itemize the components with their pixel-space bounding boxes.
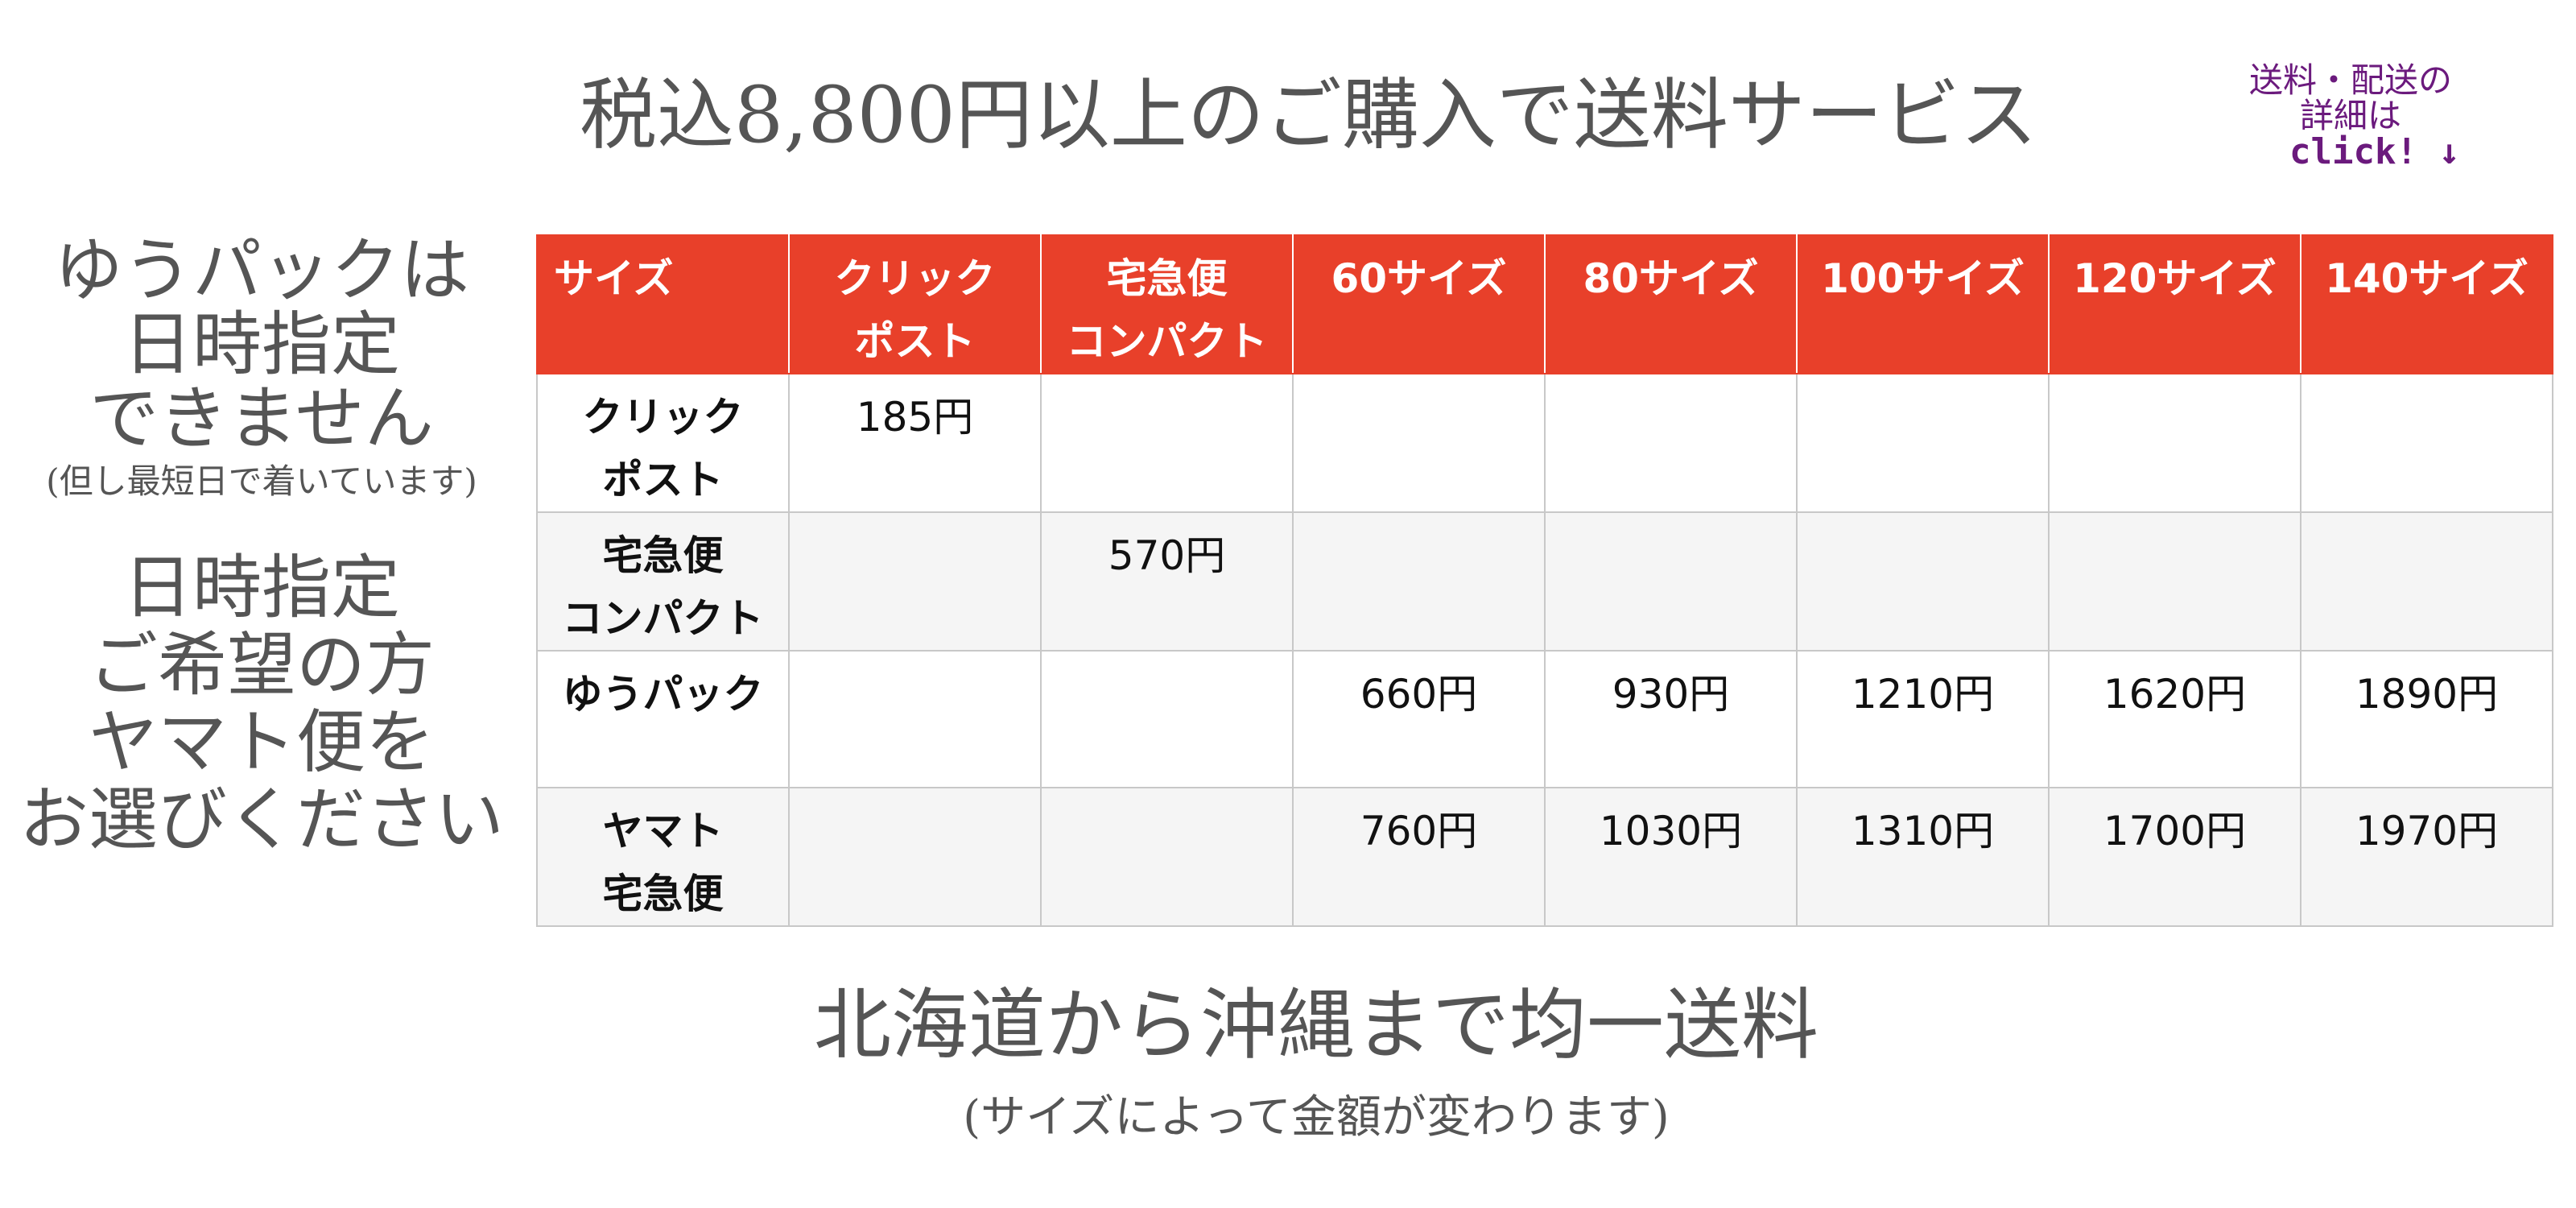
table-cell: 1970円	[2300, 787, 2553, 927]
table-row: クリック ポスト 185円	[536, 373, 2553, 513]
detail-link-click[interactable]: click! ↓	[2289, 131, 2460, 173]
yupack-notice-sub: (但し最短日で着いています)	[46, 461, 477, 501]
footer-uniform-shipping: 北海道から沖縄まで均一送料	[814, 980, 1818, 1070]
table-cell	[1292, 511, 1546, 652]
table-row: 宅急便 コンパクト 570円	[536, 511, 2553, 652]
row-header: ゆうパック	[536, 650, 790, 788]
column-header: サイズ	[536, 234, 790, 374]
table-cell	[1796, 511, 2050, 652]
footer-size-note: (サイズによって金額が変わります)	[963, 1091, 1670, 1144]
table-cell	[2048, 511, 2301, 652]
table-cell: 570円	[1040, 511, 1294, 652]
yupack-notice-line: 日時指定	[123, 304, 400, 385]
table-row: ヤマト 宅急便 760円 1030円 1310円 1700円 1970円	[536, 787, 2553, 927]
table-cell: 1620円	[2048, 650, 2301, 788]
row-header: クリック ポスト	[536, 373, 790, 513]
table-cell	[1796, 373, 2050, 513]
table-cell	[1040, 787, 1294, 927]
yupack-notice-line: ゆうパックは	[54, 230, 469, 311]
table-cell: 1030円	[1544, 787, 1798, 927]
table-cell: 1890円	[2300, 650, 2553, 788]
shipping-fee-table: サイズ クリック ポスト 宅急便 コンパクト 60サイズ 80サイズ 100サイ…	[536, 234, 2553, 927]
column-header: 100サイズ	[1796, 234, 2050, 374]
yupack-notice: ゆうパックは 日時指定 できません (但し最短日で着いています)	[0, 234, 523, 507]
column-header: 宅急便 コンパクト	[1040, 234, 1294, 374]
table-cell	[1544, 511, 1798, 652]
column-header: 120サイズ	[2048, 234, 2301, 374]
table-cell: 1310円	[1796, 787, 2050, 927]
yupack-notice-line: できません	[89, 379, 434, 459]
table-cell	[2048, 373, 2301, 513]
table-cell	[1040, 650, 1294, 788]
table-cell	[788, 650, 1042, 788]
table-cell: 930円	[1544, 650, 1798, 788]
column-header: 80サイズ	[1544, 234, 1798, 374]
table-cell: 1210円	[1796, 650, 2050, 788]
shipping-details-link[interactable]: 送料・配送の 詳細は click! ↓	[2206, 60, 2496, 173]
table-cell: 1700円	[2048, 787, 2301, 927]
table-cell	[1040, 373, 1294, 513]
detail-link-line-1: 送料・配送の	[2248, 60, 2452, 100]
column-header: クリック ポスト	[788, 234, 1042, 374]
table-header-row: サイズ クリック ポスト 宅急便 コンパクト 60サイズ 80サイズ 100サイ…	[536, 234, 2553, 374]
table-cell	[2300, 373, 2553, 513]
column-header: 60サイズ	[1292, 234, 1546, 374]
table-cell	[1292, 373, 1546, 513]
table-cell: 660円	[1292, 650, 1546, 788]
yamato-notice-line: ヤマト便を	[89, 702, 435, 783]
detail-link-line-2: 詳細は	[2299, 96, 2401, 136]
table-cell	[788, 787, 1042, 927]
table-row: ゆうパック 660円 930円 1210円 1620円 1890円	[536, 650, 2553, 788]
row-header: ヤマト 宅急便	[536, 787, 790, 927]
table-cell	[788, 511, 1042, 652]
yamato-notice: 日時指定 ご希望の方 ヤマト便を お選びください	[0, 549, 523, 858]
row-header: 宅急便 コンパクト	[536, 511, 790, 652]
page-title: 税込8,800円以上のご購入で送料サービス	[580, 70, 2037, 160]
yamato-notice-line: ご希望の方	[89, 625, 435, 705]
table-cell	[2300, 511, 2553, 652]
table-cell: 760円	[1292, 787, 1546, 927]
column-header: 140サイズ	[2300, 234, 2553, 374]
yamato-notice-line: お選びください	[19, 780, 504, 860]
yamato-notice-line: 日時指定	[123, 548, 400, 628]
table-cell	[1544, 373, 1798, 513]
table-cell: 185円	[788, 373, 1042, 513]
